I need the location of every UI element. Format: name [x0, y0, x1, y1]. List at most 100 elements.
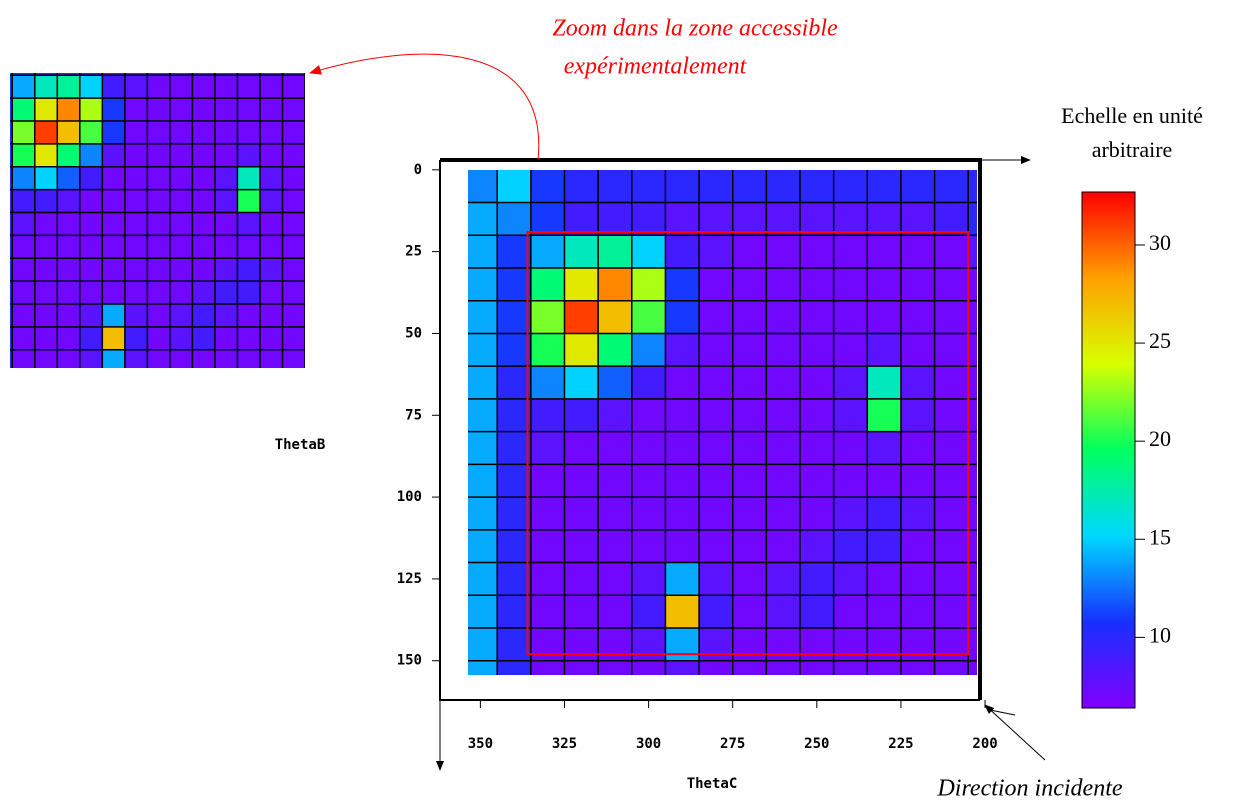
heat-cell [214, 349, 238, 368]
heat-cell [468, 300, 498, 334]
heat-cell [214, 281, 238, 305]
heat-cell [497, 431, 532, 465]
heat-cell [237, 281, 261, 305]
heat-cell [79, 75, 103, 99]
heat-cell [833, 235, 868, 269]
heat-cell [12, 143, 36, 168]
heat-cell [147, 75, 171, 99]
heat-cell [564, 202, 599, 236]
heat-cell [214, 73, 238, 76]
heat-cell [169, 235, 193, 259]
heat-cell [497, 300, 532, 334]
heat-cell [305, 75, 328, 98]
heat-cell [237, 235, 261, 259]
heat-cell [530, 300, 565, 334]
heat-cell [192, 75, 216, 99]
heat-cell [766, 562, 801, 596]
heat-cell [699, 497, 734, 531]
heat-cell [79, 166, 103, 191]
heat-cell [34, 281, 58, 305]
heat-cell [833, 268, 868, 302]
heat-cell [900, 595, 936, 629]
heat-cell [192, 303, 216, 328]
heat-cell [124, 75, 148, 99]
heat-cell [564, 529, 599, 564]
heat-cell [934, 431, 969, 465]
heat-cell [934, 366, 969, 400]
colorbar [1081, 191, 1136, 709]
heat-cell [665, 497, 700, 531]
heat-cell [259, 73, 283, 76]
heat-cell [631, 300, 666, 334]
heat-cell [305, 121, 328, 144]
heat-cell [800, 628, 835, 662]
heat-cell [12, 281, 36, 305]
heat-cell [934, 300, 969, 334]
heat-cell [305, 98, 328, 121]
colorbar-tick-label: 10 [1149, 622, 1171, 647]
heat-cell [282, 235, 305, 259]
heat-cell [699, 235, 734, 269]
heat-cell [631, 235, 666, 269]
heat-cell [665, 366, 700, 400]
heat-cell [497, 660, 532, 675]
heat-cell [665, 628, 700, 662]
heat-cell [237, 98, 261, 122]
heat-cell [665, 170, 700, 204]
heat-cell [12, 235, 36, 259]
heat-cell [468, 366, 498, 400]
heat-cell [80, 373, 103, 396]
heat-cell [867, 628, 902, 662]
heat-cell [214, 303, 238, 328]
heat-cell [766, 660, 801, 675]
heat-cell [10, 349, 13, 368]
heat-cell [169, 75, 193, 99]
x-tick-label: 350 [468, 736, 493, 752]
heat-cell [305, 304, 328, 327]
y-tick-label: 125 [397, 571, 422, 587]
heat-cell [766, 202, 801, 236]
heat-cell [147, 121, 171, 145]
heat-cell [598, 660, 633, 675]
heat-cell [79, 235, 103, 259]
heat-cell [35, 373, 58, 396]
heat-cell [34, 143, 58, 168]
heat-cell [631, 333, 666, 367]
heat-cell [631, 660, 666, 675]
heat-cell [900, 300, 936, 334]
heat-cell [57, 235, 81, 259]
heat-cell [564, 497, 599, 531]
heat-cell [147, 303, 171, 328]
heat-cell [192, 189, 216, 213]
y-tick-label: 50 [405, 325, 422, 341]
heat-cell [766, 497, 801, 531]
heat-cell [125, 30, 148, 53]
heat-cell [79, 98, 103, 122]
heat-cell [259, 189, 283, 213]
heat-cell [214, 235, 238, 259]
heat-cell [800, 170, 835, 204]
heat-cell [867, 431, 902, 465]
heat-cell [282, 98, 305, 122]
heat-cell [530, 268, 565, 302]
heat-cell [598, 562, 633, 596]
heat-cell [766, 333, 801, 367]
heat-cell [800, 464, 835, 498]
heat-cell [699, 431, 734, 465]
heat-cell [968, 202, 977, 236]
heat-cell [867, 398, 902, 433]
heat-cell [497, 529, 532, 564]
heat-cell [867, 333, 902, 367]
heat-cell [147, 258, 171, 282]
heat-cell [147, 373, 170, 396]
heat-cell [124, 143, 148, 168]
heat-cell [800, 268, 835, 302]
heat-cell [665, 398, 700, 433]
heat-cell [934, 562, 969, 596]
heat-cell [867, 202, 902, 236]
heat-cell [34, 235, 58, 259]
heat-cell [732, 170, 767, 204]
heat-cell [124, 121, 148, 145]
heat-cell [305, 167, 328, 190]
